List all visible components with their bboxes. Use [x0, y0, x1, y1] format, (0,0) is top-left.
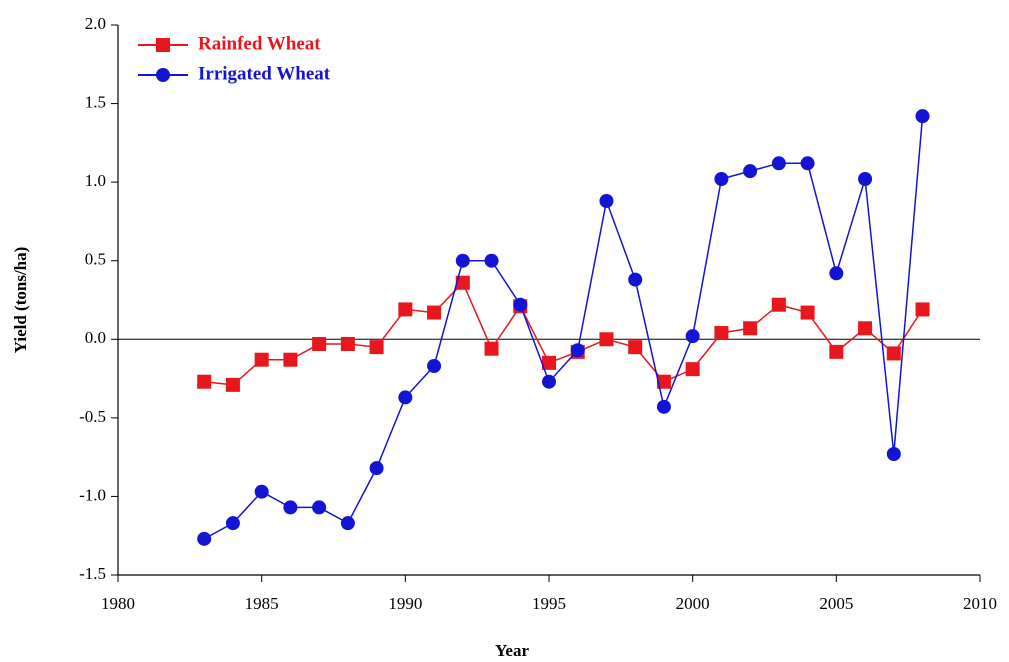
x-tick-label: 2010 [963, 594, 997, 613]
x-tick-label: 1980 [101, 594, 135, 613]
x-tick-label: 2005 [819, 594, 853, 613]
point [743, 164, 758, 179]
legend-label: Irrigated Wheat [198, 63, 331, 84]
y-tick-label: 0.5 [85, 250, 106, 269]
point [915, 302, 930, 317]
point [714, 326, 729, 340]
point [858, 321, 873, 336]
point [829, 344, 844, 359]
point [312, 337, 327, 351]
y-tick-label: 1.0 [85, 171, 106, 190]
point [829, 266, 844, 281]
point [656, 399, 671, 414]
point [800, 305, 815, 320]
point [197, 374, 212, 389]
series-line [204, 281, 924, 386]
x-axis-title: Year [495, 641, 529, 660]
series-line [203, 116, 924, 540]
point [599, 332, 614, 347]
point [771, 297, 786, 312]
point [858, 172, 873, 186]
point [254, 352, 269, 367]
point [570, 343, 585, 358]
point [656, 374, 671, 389]
point [628, 272, 643, 287]
point [340, 337, 355, 351]
point [542, 355, 556, 370]
point [915, 109, 930, 124]
point [225, 377, 240, 392]
y-tick-label: -1.0 [79, 485, 106, 504]
point [340, 516, 355, 531]
point [484, 253, 499, 268]
y-tick-label: 2.0 [85, 14, 106, 33]
y-tick-label: -0.5 [79, 407, 106, 426]
legend-marker [156, 68, 170, 82]
legend-label: Rainfed Wheat [198, 33, 321, 54]
point [484, 341, 499, 356]
point [771, 156, 786, 171]
point [398, 302, 413, 317]
point [800, 156, 815, 171]
point [225, 516, 240, 531]
point [427, 305, 442, 320]
point [312, 500, 327, 515]
point [283, 352, 298, 367]
x-tick-label: 1985 [245, 594, 279, 613]
point [455, 253, 470, 268]
point [427, 359, 442, 373]
point [254, 484, 269, 499]
point [599, 194, 614, 208]
point [197, 531, 212, 546]
point [886, 346, 901, 361]
legend-marker [156, 38, 170, 52]
point [369, 340, 384, 355]
x-tick-label: 2000 [676, 594, 710, 613]
x-tick-label: 1995 [532, 594, 566, 613]
point [513, 297, 528, 312]
point [283, 500, 298, 515]
x-tick-label: 1990 [388, 594, 422, 613]
y-tick-label: 1.5 [85, 92, 106, 111]
point [628, 340, 643, 355]
point [714, 172, 729, 186]
y-tick-label: -1.5 [79, 564, 106, 583]
point [542, 374, 556, 389]
point [398, 390, 413, 405]
point [743, 321, 758, 336]
y-axis-title: Yield (tons/ha) [11, 247, 30, 354]
point [886, 447, 901, 461]
point [685, 329, 700, 344]
point [685, 362, 700, 377]
point [455, 275, 470, 290]
point [369, 461, 384, 476]
y-tick-label: 0.0 [85, 328, 106, 347]
